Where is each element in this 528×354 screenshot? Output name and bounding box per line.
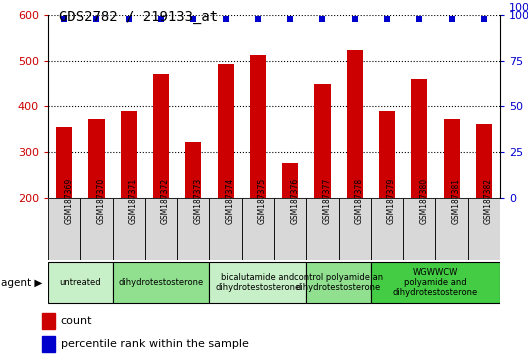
Text: GDS2782 / 219133_at: GDS2782 / 219133_at xyxy=(59,10,218,24)
Point xyxy=(479,16,488,22)
FancyBboxPatch shape xyxy=(436,198,468,260)
Text: GSM187369: GSM187369 xyxy=(64,178,73,224)
Text: GSM187377: GSM187377 xyxy=(323,178,332,224)
FancyBboxPatch shape xyxy=(338,198,371,260)
FancyBboxPatch shape xyxy=(48,198,80,260)
Point xyxy=(383,16,391,22)
FancyBboxPatch shape xyxy=(403,198,436,260)
Bar xyxy=(185,142,201,198)
Text: GSM187378: GSM187378 xyxy=(355,178,364,224)
Text: GSM187380: GSM187380 xyxy=(419,178,428,224)
FancyBboxPatch shape xyxy=(306,262,371,303)
Point xyxy=(253,16,262,22)
Text: GSM187375: GSM187375 xyxy=(258,178,267,224)
Point xyxy=(415,16,423,22)
Point xyxy=(447,16,456,22)
FancyBboxPatch shape xyxy=(145,198,177,260)
FancyBboxPatch shape xyxy=(112,198,145,260)
Text: percentile rank within the sample: percentile rank within the sample xyxy=(61,339,249,349)
Text: GSM187373: GSM187373 xyxy=(193,178,202,224)
FancyBboxPatch shape xyxy=(371,262,500,303)
Bar xyxy=(56,127,72,198)
Bar xyxy=(153,74,169,198)
Text: GSM187376: GSM187376 xyxy=(290,178,299,224)
Point xyxy=(318,16,327,22)
FancyBboxPatch shape xyxy=(210,262,306,303)
Text: GSM187381: GSM187381 xyxy=(451,178,460,224)
Bar xyxy=(444,119,460,198)
Text: GSM187379: GSM187379 xyxy=(387,178,396,224)
Point xyxy=(60,16,68,22)
Point xyxy=(92,16,101,22)
Point xyxy=(189,16,197,22)
FancyBboxPatch shape xyxy=(468,198,500,260)
Text: GSM187374: GSM187374 xyxy=(225,178,234,224)
Bar xyxy=(282,163,298,198)
Bar xyxy=(347,50,363,198)
Text: WGWWCW
polyamide and
dihydrotestosterone: WGWWCW polyamide and dihydrotestosterone xyxy=(393,268,478,297)
Text: GSM187372: GSM187372 xyxy=(161,178,170,224)
Bar xyxy=(42,336,55,352)
Point xyxy=(221,16,230,22)
FancyBboxPatch shape xyxy=(210,198,242,260)
Bar xyxy=(314,84,331,198)
Point xyxy=(286,16,295,22)
FancyBboxPatch shape xyxy=(80,198,112,260)
Bar xyxy=(411,79,427,198)
Text: control polyamide an
dihydrotestosterone: control polyamide an dihydrotestosterone xyxy=(294,273,383,292)
FancyBboxPatch shape xyxy=(48,262,112,303)
Text: dihydrotestosterone: dihydrotestosterone xyxy=(118,278,204,287)
Text: bicalutamide and
dihydrotestosterone: bicalutamide and dihydrotestosterone xyxy=(215,273,300,292)
Point xyxy=(157,16,165,22)
Text: count: count xyxy=(61,316,92,326)
Bar xyxy=(218,64,234,198)
FancyBboxPatch shape xyxy=(177,198,210,260)
FancyBboxPatch shape xyxy=(371,198,403,260)
Text: GSM187370: GSM187370 xyxy=(97,178,106,224)
Point xyxy=(351,16,359,22)
Text: untreated: untreated xyxy=(60,278,101,287)
Text: agent ▶: agent ▶ xyxy=(2,278,43,287)
Point xyxy=(125,16,133,22)
FancyBboxPatch shape xyxy=(242,198,274,260)
FancyBboxPatch shape xyxy=(274,198,306,260)
Bar xyxy=(379,111,395,198)
FancyBboxPatch shape xyxy=(112,262,210,303)
Bar xyxy=(88,119,105,198)
Text: GSM187371: GSM187371 xyxy=(129,178,138,224)
Bar xyxy=(42,313,55,329)
Bar xyxy=(250,55,266,198)
Text: GSM187382: GSM187382 xyxy=(484,178,493,224)
Bar xyxy=(476,124,492,198)
Bar xyxy=(120,111,137,198)
Text: 100%: 100% xyxy=(509,3,528,13)
FancyBboxPatch shape xyxy=(306,198,338,260)
